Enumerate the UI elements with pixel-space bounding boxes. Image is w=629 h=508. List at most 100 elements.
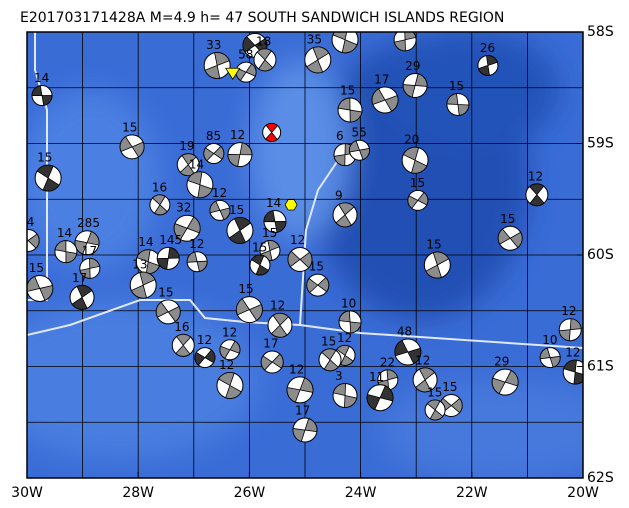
compression-quadrant	[332, 383, 358, 408]
depth-label: 15	[309, 260, 324, 274]
compression-quadrant	[270, 312, 290, 338]
beachball	[348, 139, 370, 161]
compression-quadrant	[218, 372, 242, 399]
depth-label: 145	[159, 233, 182, 247]
beachball	[286, 376, 314, 404]
depth-label: 14	[138, 235, 153, 249]
beachball	[287, 246, 313, 272]
depth-label: 6	[336, 129, 344, 143]
map-title: E201703171428A M=4.9 h= 47 SOUTH SANDWIC…	[20, 10, 504, 26]
depth-label: 14	[189, 157, 204, 171]
depth-label: 33	[206, 38, 221, 52]
compression-quadrant	[27, 233, 40, 249]
compression-quadrant	[54, 240, 78, 264]
x-tick-label: 22W	[456, 485, 488, 501]
x-tick-label: 28W	[122, 485, 154, 501]
beachball	[69, 284, 95, 310]
beachball	[539, 347, 561, 369]
beachball	[209, 199, 231, 221]
beachball	[203, 143, 225, 165]
beachball	[173, 214, 201, 242]
beachball	[253, 48, 277, 72]
compression-quadrant	[79, 257, 101, 279]
beachball	[194, 347, 216, 369]
compression-quadrant	[292, 418, 318, 442]
depth-label: 16	[174, 320, 189, 334]
ticks: 30W 28W 26W 24W 22W 20W 58S 59S 60S 61S 62S	[11, 24, 614, 501]
x-tick-label: 26W	[234, 485, 266, 501]
depth-label: 15	[449, 79, 464, 93]
map-area: 14 33 15 19 85 15 285 14 17 15 17 24 16 32 14 145 12 13 15…	[27, 32, 583, 478]
compression-quadrant	[156, 246, 180, 270]
compression-quadrant	[187, 171, 213, 199]
depth-label: 15	[442, 380, 457, 394]
depth-label: 12	[222, 325, 237, 339]
depth-label: 15	[158, 285, 173, 299]
beachball	[332, 202, 358, 228]
depth-label: 22	[380, 355, 395, 369]
compression-quadrant	[265, 122, 279, 142]
beachball	[318, 348, 342, 372]
compression-quadrant	[219, 340, 241, 359]
compression-quadrant	[529, 183, 545, 207]
depth-label: 13	[132, 258, 147, 272]
beachball	[412, 367, 438, 393]
y-tick-label: 60S	[587, 247, 614, 263]
depth-label: 15	[262, 226, 277, 240]
depth-label: 15	[29, 261, 44, 275]
compression-quadrant	[477, 55, 498, 76]
depth-label: 12	[212, 186, 227, 200]
beachball	[423, 251, 451, 279]
depth-label: 17	[72, 271, 87, 285]
depth-label: 15	[426, 238, 441, 252]
beachball	[371, 86, 399, 114]
compression-quadrant	[31, 85, 53, 106]
compression-quadrant	[155, 301, 181, 323]
depth-label: 285	[77, 216, 100, 230]
compression-quadrant	[119, 136, 145, 158]
compression-quadrant	[539, 347, 561, 368]
compression-quadrant	[349, 140, 370, 161]
compression-quadrant	[227, 142, 253, 167]
depth-label: 15	[122, 120, 137, 134]
compression-quadrant	[186, 251, 208, 272]
compression-quadrant	[151, 194, 168, 216]
beachball	[401, 146, 429, 174]
compression-quadrant	[558, 318, 582, 342]
compression-quadrant	[236, 298, 263, 322]
depth-label: 29	[405, 59, 420, 73]
beachball	[186, 251, 208, 273]
beachball	[216, 371, 244, 399]
beachball	[171, 333, 195, 357]
compression-quadrant	[194, 349, 216, 366]
depth-label: 12	[270, 299, 285, 313]
beachball	[79, 257, 101, 279]
beachball	[558, 318, 582, 342]
beachball	[249, 254, 271, 276]
beachball	[54, 240, 78, 264]
beachball	[235, 61, 257, 83]
compression-quadrant	[263, 210, 287, 233]
beachball	[394, 338, 422, 366]
depth-label: 12	[337, 331, 352, 345]
beachball	[219, 339, 241, 361]
compression-quadrant	[130, 271, 156, 299]
beachball	[263, 210, 287, 234]
depth-label: 15	[500, 212, 515, 226]
depth-label: 11	[369, 370, 384, 384]
compression-quadrant	[306, 277, 330, 294]
compression-quadrant	[371, 88, 399, 112]
compression-quadrant	[415, 367, 436, 393]
y-tick-label: 61S	[587, 359, 614, 375]
depth-label: 12	[528, 169, 543, 183]
beachball	[226, 216, 254, 244]
compression-quadrant	[394, 339, 422, 365]
beachball	[446, 92, 470, 116]
beachball	[338, 310, 362, 334]
depth-label: 58	[238, 48, 253, 62]
depth-label: 10	[341, 296, 356, 310]
depth-label: 9	[335, 188, 343, 202]
depth-label: 15	[37, 151, 52, 165]
depth-label: 17	[295, 404, 310, 418]
